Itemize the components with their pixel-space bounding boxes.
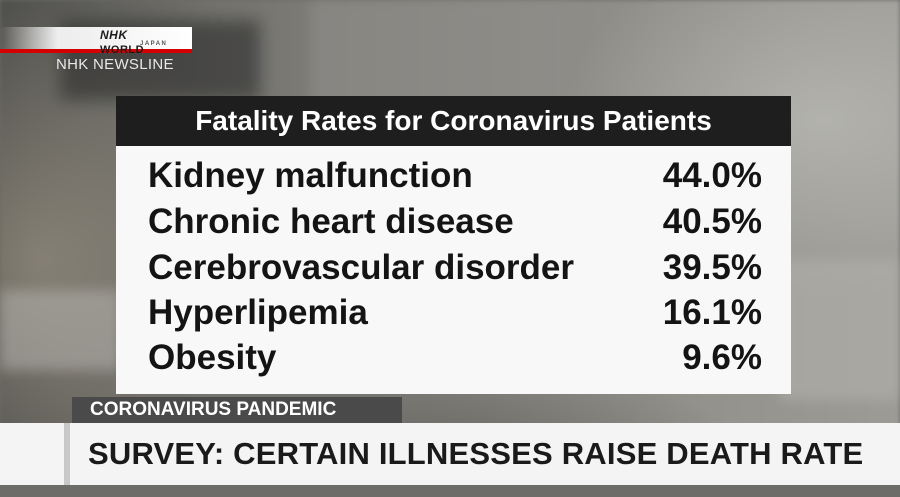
rate-row: Cerebrovascular disorder 39.5%: [148, 246, 762, 290]
logo-japan: JAPAN: [140, 41, 168, 47]
rate-row: Chronic heart disease 40.5%: [148, 200, 762, 244]
bottom-strip: [0, 485, 900, 497]
logo-brand: NHK: [100, 28, 128, 42]
condition-label: Chronic heart disease: [148, 202, 514, 241]
headline-bar: SURVEY: CERTAIN ILLNESSES RAISE DEATH RA…: [0, 423, 900, 485]
rate-row: Obesity 9.6%: [148, 336, 762, 380]
headline-accent: [64, 423, 70, 485]
background-bed: [780, 260, 900, 400]
logo-red-stripe: [0, 49, 192, 53]
logo-world: WORLD: [100, 44, 145, 56]
category-tag: CORONAVIRUS PANDEMIC: [72, 397, 402, 423]
rate-value: 16.1%: [662, 293, 762, 332]
headline-text: SURVEY: CERTAIN ILLNESSES RAISE DEATH RA…: [88, 436, 864, 471]
rate-row: Hyperlipemia 16.1%: [148, 291, 762, 335]
panel-title: Fatality Rates for Coronavirus Patients: [116, 96, 791, 146]
rate-row: Kidney malfunction 44.0%: [148, 154, 762, 198]
logo-wordmark: NHK WORLD: [100, 28, 144, 56]
condition-label: Cerebrovascular disorder: [148, 248, 575, 287]
condition-label: Hyperlipemia: [148, 293, 368, 332]
background-bed-rail: [0, 290, 120, 370]
fatality-rate-panel: Kidney malfunction 44.0% Chronic heart d…: [116, 146, 791, 394]
logo-bar: [0, 27, 192, 49]
background-wall: [310, 0, 570, 110]
condition-label: Obesity: [148, 338, 277, 377]
condition-label: Kidney malfunction: [148, 156, 473, 195]
rate-value: 39.5%: [662, 248, 762, 287]
rate-value: 40.5%: [662, 202, 762, 241]
program-name: NHK NEWSLINE: [56, 56, 174, 73]
rate-value: 44.0%: [662, 156, 762, 195]
rate-value: 9.6%: [682, 338, 762, 377]
